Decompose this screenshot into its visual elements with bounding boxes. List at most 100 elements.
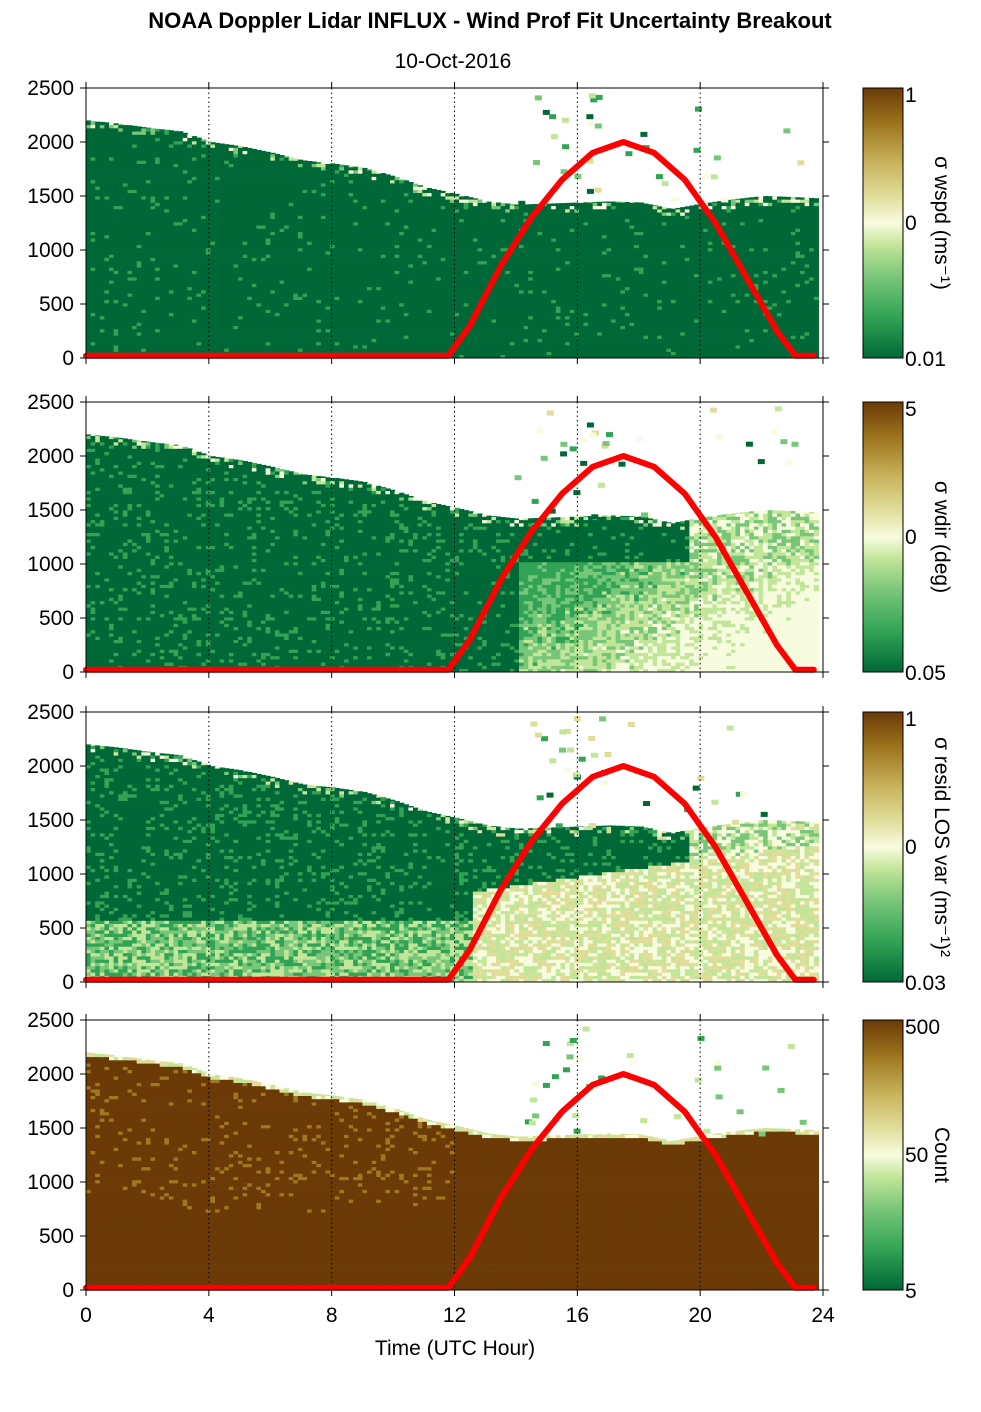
heatmap-cell [192, 296, 197, 300]
heatmap-cell [220, 199, 225, 203]
heatmap-cell [146, 245, 151, 249]
heatmap-cell [316, 206, 321, 210]
heatmap-cell [399, 186, 404, 190]
heatmap-cell [220, 309, 225, 313]
heatmap-cell [275, 167, 280, 171]
heatmap-cell [128, 164, 133, 168]
heatmap-cell [298, 164, 303, 168]
heatmap-cell [399, 179, 404, 181]
heatmap-cell [344, 296, 349, 300]
heatmap-cell [335, 284, 340, 288]
heatmap-cell [390, 203, 395, 207]
heatmap-cell [413, 212, 418, 216]
heatmap-cell [307, 280, 312, 284]
heatmap-cell [280, 296, 285, 300]
heatmap-cell [358, 345, 363, 349]
heatmap-cell [284, 235, 289, 239]
heatmap-cell [160, 319, 165, 323]
heatmap-cell [335, 300, 340, 304]
heatmap-cell [174, 177, 179, 181]
heatmap-cell [197, 329, 202, 333]
heatmap-cell [293, 238, 298, 242]
heatmap-cell [432, 277, 437, 281]
heatmap-cell [192, 264, 197, 268]
heatmap-cell [413, 309, 418, 313]
heatmap-cell [174, 131, 179, 132]
heatmap-cell [339, 180, 344, 184]
heatmap-cell [132, 335, 137, 339]
heatmap-cell [289, 170, 294, 174]
heatmap-cell [280, 264, 285, 268]
heatmap-cell [390, 251, 395, 255]
heatmap-cell [201, 206, 206, 210]
heatmap-cell [284, 329, 289, 333]
heatmap-cell [330, 309, 335, 313]
heatmap-cell [316, 209, 321, 213]
heatmap-cell [432, 300, 437, 304]
heatmap-cell [353, 215, 358, 219]
heatmap-cell [215, 277, 220, 281]
heatmap-cell [339, 219, 344, 223]
heatmap-cell [247, 293, 252, 297]
heatmap-cell [132, 134, 137, 138]
heatmap-cell [312, 277, 317, 281]
heatmap-cell [432, 271, 437, 275]
heatmap-cell [123, 248, 128, 252]
heatmap-cell [293, 290, 298, 294]
heatmap-cell [215, 144, 220, 148]
heatmap-cell [293, 159, 298, 161]
heatmap-cell [192, 167, 197, 171]
heatmap-cell [210, 193, 215, 197]
heatmap-cell [146, 271, 151, 275]
heatmap-cell [132, 235, 137, 239]
heatmap-cell [137, 290, 142, 294]
heatmap-cell [137, 345, 142, 349]
heatmap-cell [298, 167, 303, 171]
heatmap-cell [114, 131, 119, 135]
heatmap-cell [123, 141, 128, 145]
heatmap-cell [215, 177, 220, 181]
heatmap-cell [109, 280, 114, 284]
heatmap-cell [321, 215, 326, 219]
heatmap-cell [303, 326, 308, 330]
heatmap-cell [418, 303, 423, 307]
heatmap-cell [432, 219, 437, 223]
panel-sigma_wspd: 05001000150020002500 100.01σ wspd (ms⁻¹) [27, 77, 953, 371]
heatmap-cell [114, 245, 119, 249]
heatmap-cell [183, 251, 188, 255]
heatmap-cell [114, 335, 119, 339]
heatmap-cell [201, 170, 206, 174]
heatmap-cell [132, 126, 137, 129]
heatmap-cell [266, 339, 271, 343]
heatmap-cell [432, 332, 437, 336]
heatmap-cell [367, 199, 372, 203]
heatmap-cell [399, 339, 404, 343]
heatmap-cell [155, 348, 160, 352]
heatmap-cell [390, 271, 395, 275]
heatmap-cell [362, 245, 367, 249]
heatmap-cell [109, 228, 114, 232]
heatmap-cell [224, 157, 229, 161]
heatmap-cell [289, 306, 294, 310]
heatmap-cell [132, 138, 137, 142]
heatmap-cell [104, 196, 109, 200]
heatmap-cell [243, 300, 248, 304]
heatmap-cell [128, 128, 133, 132]
heatmap-cell [367, 251, 372, 255]
heatmap-cell [367, 267, 372, 271]
heatmap-cell [233, 225, 238, 229]
heatmap-cell [326, 267, 331, 271]
heatmap-cell [247, 215, 252, 219]
heatmap-cell [307, 167, 312, 171]
heatmap-cell [261, 293, 266, 297]
heatmap-cell [210, 209, 215, 213]
heatmap-cell [187, 151, 192, 155]
heatmap-cell [178, 228, 183, 232]
heatmap-cell [284, 303, 289, 307]
heatmap-cell [316, 180, 321, 184]
heatmap-cell [137, 300, 142, 304]
heatmap-cell [256, 186, 261, 190]
heatmap-cell [432, 196, 437, 200]
heatmap-cell [339, 326, 344, 330]
heatmap-cell [372, 284, 377, 288]
